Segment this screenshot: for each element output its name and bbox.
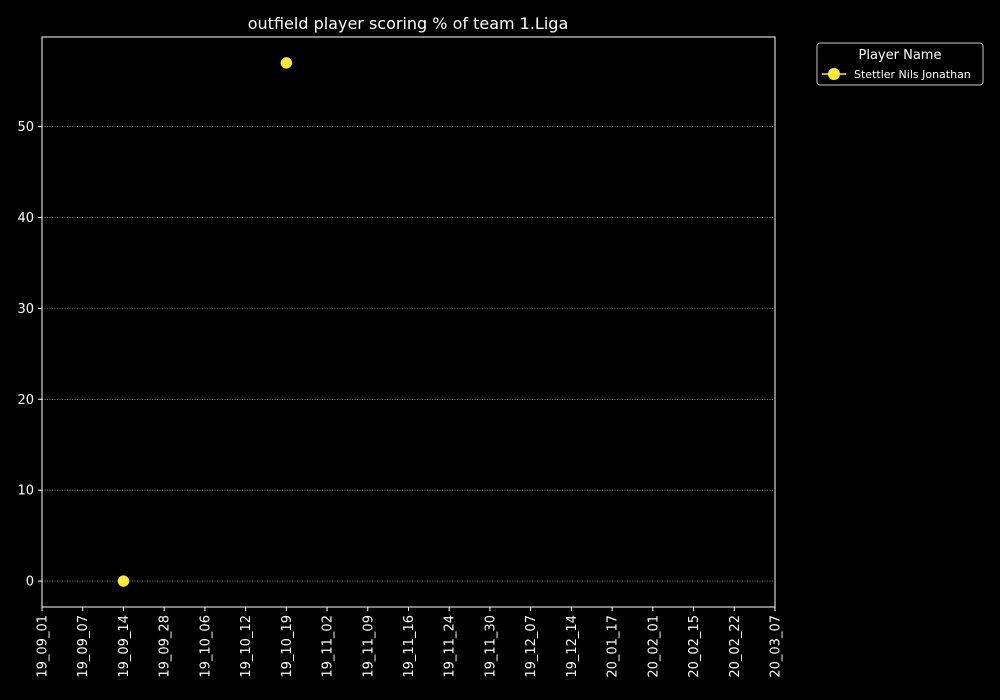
data-points [117,57,293,587]
x-tick-label: 20_02_01 [646,615,661,678]
x-tick-label: 19_12_14 [565,615,580,678]
legend: Player Name Stettler Nils Jonathan [816,42,984,86]
grid-lines [42,126,775,582]
x-tick-label: 19_11_16 [402,615,417,678]
x-tick-label: 19_10_19 [280,615,295,678]
x-tick-label: 19_09_01 [36,615,51,678]
y-tick-label: 50 [17,120,34,135]
x-tick-label: 19_09_28 [158,615,173,678]
y-tick-label: 0 [26,575,34,590]
x-axis-ticks: 19_09_01 19_09_07 19_09_14 19_09_28 19_10_06… [36,607,784,678]
x-tick-label: 20_02_22 [728,615,743,678]
x-tick-label: 19_11_30 [483,615,498,678]
y-tick-label: 20 [17,393,34,408]
x-tick-label: 20_01_17 [606,615,621,678]
x-tick-label: 19_11_24 [443,615,458,678]
x-tick-label: 20_02_15 [687,615,702,678]
legend-series-label: Stettler Nils Jonathan [854,68,971,81]
y-tick-label: 30 [17,302,34,317]
x-tick-label: 19_12_07 [524,615,539,678]
x-tick-label: 19_09_07 [76,615,91,678]
y-tick-label: 10 [17,484,34,499]
y-tick-label: 40 [17,211,34,226]
plot-area-frame [41,36,776,608]
data-point [117,575,130,587]
x-tick-label: 19_10_06 [198,615,213,678]
x-tick-label: 19_09_14 [117,615,132,678]
legend-box [816,42,984,86]
data-point [280,57,293,69]
y-axis-ticks: 0 10 20 30 40 50 [17,120,42,590]
chart-title: outfield player scoring % of team 1.Liga [248,14,569,33]
x-tick-label: 20_03_07 [769,615,784,678]
legend-series-marker [828,68,840,80]
legend-title: Player Name [859,48,942,63]
x-tick-label: 19_11_02 [321,615,336,678]
x-tick-label: 19_10_12 [239,615,254,678]
x-tick-label: 19_11_09 [361,615,376,678]
